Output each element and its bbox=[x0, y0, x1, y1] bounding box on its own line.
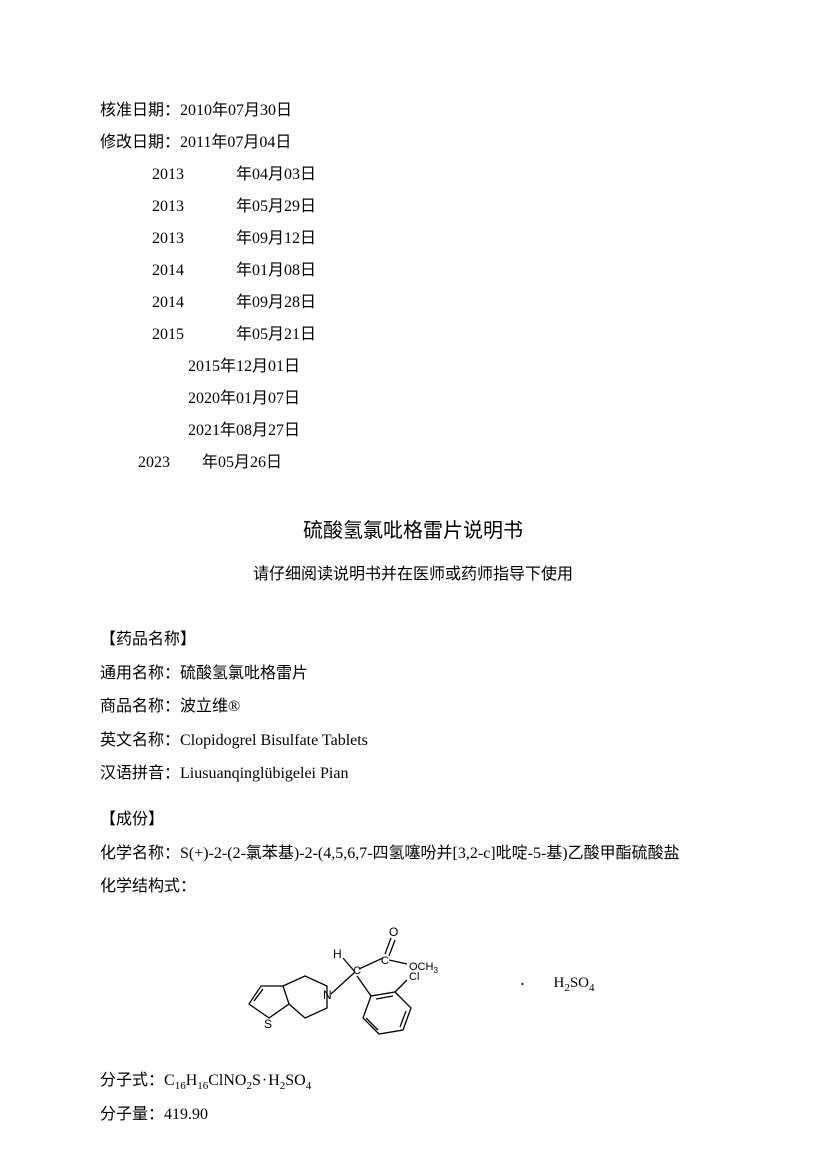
h2so4-h: H bbox=[553, 975, 564, 991]
atom-c2: C bbox=[381, 955, 389, 967]
english-name-label: 英文名称： bbox=[100, 732, 180, 749]
rev-rest: 年01月08日 bbox=[236, 262, 316, 279]
pinyin-value: Liusuanqinglübigelei Pian bbox=[180, 765, 348, 782]
rev-rest: 年05月26日 bbox=[202, 454, 282, 471]
revision-date-row: 2013 年09月12日 bbox=[100, 223, 726, 255]
brand-name: 商品名称：波立维® bbox=[100, 690, 726, 724]
structure-dot: · bbox=[519, 966, 525, 1002]
rev-year: 2014 bbox=[152, 294, 184, 311]
f-s: S bbox=[252, 1072, 261, 1089]
f-h2: H bbox=[268, 1072, 280, 1089]
rev-year: 2014 bbox=[152, 262, 184, 279]
brand-name-value: 波立维® bbox=[180, 698, 240, 715]
mw-label: 分子量： bbox=[100, 1106, 164, 1123]
revision-date-row: 2015年12月01日 bbox=[100, 351, 726, 383]
chemical-structure: S N H C C O OCH3 Cl · H2SO4 bbox=[100, 914, 726, 1054]
rev-rest: 年09月12日 bbox=[236, 230, 316, 247]
atom-cl: Cl bbox=[409, 971, 419, 983]
revision-date-row: 2014 年01月08日 bbox=[100, 255, 726, 287]
revision-date-row: 2014 年09月28日 bbox=[100, 287, 726, 319]
revision-date-row: 2023 年05月26日 bbox=[100, 447, 726, 479]
rev-year: 2015 bbox=[152, 326, 184, 343]
atom-och3-sub: 3 bbox=[434, 966, 439, 975]
atom-c: C bbox=[353, 965, 361, 977]
h2so4-so: SO bbox=[570, 975, 589, 991]
revision-date-first: 修改日期：2011年07月04日 bbox=[100, 127, 726, 159]
ingredients-header: 【成份】 bbox=[100, 803, 726, 837]
approval-date: 核准日期：2010年07月30日 bbox=[100, 95, 726, 127]
f-so: SO bbox=[285, 1072, 305, 1089]
molecule-svg: S N H C C O OCH3 Cl bbox=[231, 914, 491, 1054]
mw-value: 419.90 bbox=[164, 1106, 208, 1123]
structure-label: 化学结构式： bbox=[100, 870, 726, 904]
f-clno: ClNO bbox=[208, 1072, 246, 1089]
generic-name: 通用名称：硫酸氢氯吡格雷片 bbox=[100, 657, 726, 691]
f-h: H bbox=[186, 1072, 198, 1089]
f-4: 4 bbox=[306, 1080, 312, 1092]
revision-date-row: 2021年08月27日 bbox=[100, 415, 726, 447]
revision-first-value: 2011年07月04日 bbox=[180, 134, 291, 151]
drug-name-header: 【药品名称】 bbox=[100, 623, 726, 657]
rev-year: 2013 bbox=[152, 230, 184, 247]
rev-rest: 年05月29日 bbox=[236, 198, 316, 215]
f-c: C bbox=[164, 1072, 175, 1089]
brand-name-label: 商品名称： bbox=[100, 698, 180, 715]
rev-rest: 年05月21日 bbox=[236, 326, 316, 343]
revision-date-row: 2015 年05月21日 bbox=[100, 319, 726, 351]
approval-label: 核准日期： bbox=[100, 102, 180, 119]
dates-section: 核准日期：2010年07月30日 修改日期：2011年07月04日 2013 年0… bbox=[100, 95, 726, 479]
rev-year: 2013 bbox=[152, 166, 184, 183]
f-16: 16 bbox=[175, 1080, 186, 1092]
chemical-name: 化学名称：S(+)-2-(2-氯苯基)-2-(4,5,6,7-四氢噻吩并[3,2… bbox=[100, 837, 726, 871]
document-title: 硫酸氢氯吡格雷片说明书 bbox=[100, 511, 726, 551]
generic-name-label: 通用名称： bbox=[100, 665, 180, 682]
rev-rest: 年09月28日 bbox=[236, 294, 316, 311]
revision-date-row: 2013 年05月29日 bbox=[100, 191, 726, 223]
rev-year: 2023 bbox=[138, 454, 170, 471]
english-name: 英文名称：Clopidogrel Bisulfate Tablets bbox=[100, 724, 726, 758]
chemical-name-value: S(+)-2-(2-氯苯基)-2-(4,5,6,7-四氢噻吩并[3,2-c]吡啶… bbox=[180, 845, 680, 862]
document-subtitle: 请仔细阅读说明书并在医师或药师指导下使用 bbox=[100, 559, 726, 591]
h2so4-4: 4 bbox=[589, 982, 595, 994]
structure-h2so4: H2SO4 bbox=[553, 968, 594, 999]
pinyin: 汉语拼音：Liusuanqinglübigelei Pian bbox=[100, 757, 726, 791]
revision-date-row: 2020年01月07日 bbox=[100, 383, 726, 415]
atom-s: S bbox=[264, 1017, 272, 1031]
formula-label: 分子式： bbox=[100, 1072, 164, 1089]
chemical-name-label: 化学名称： bbox=[100, 845, 180, 862]
pinyin-label: 汉语拼音： bbox=[100, 765, 180, 782]
atom-n: N bbox=[323, 988, 332, 1002]
molecular-weight: 分子量：419.90 bbox=[100, 1098, 726, 1132]
english-name-value: Clopidogrel Bisulfate Tablets bbox=[180, 732, 368, 749]
generic-name-value: 硫酸氢氯吡格雷片 bbox=[180, 665, 308, 682]
rev-year: 2013 bbox=[152, 198, 184, 215]
atom-o: O bbox=[389, 925, 398, 939]
rev-rest: 年04月03日 bbox=[236, 166, 316, 183]
revision-label: 修改日期： bbox=[100, 134, 180, 151]
revision-date-row: 2013 年04月03日 bbox=[100, 159, 726, 191]
atom-h: H bbox=[333, 947, 342, 961]
approval-value: 2010年07月30日 bbox=[180, 102, 292, 119]
f-16b: 16 bbox=[197, 1080, 208, 1092]
molecular-formula: 分子式：C16H16ClNO2S·H2SO4 bbox=[100, 1064, 726, 1098]
